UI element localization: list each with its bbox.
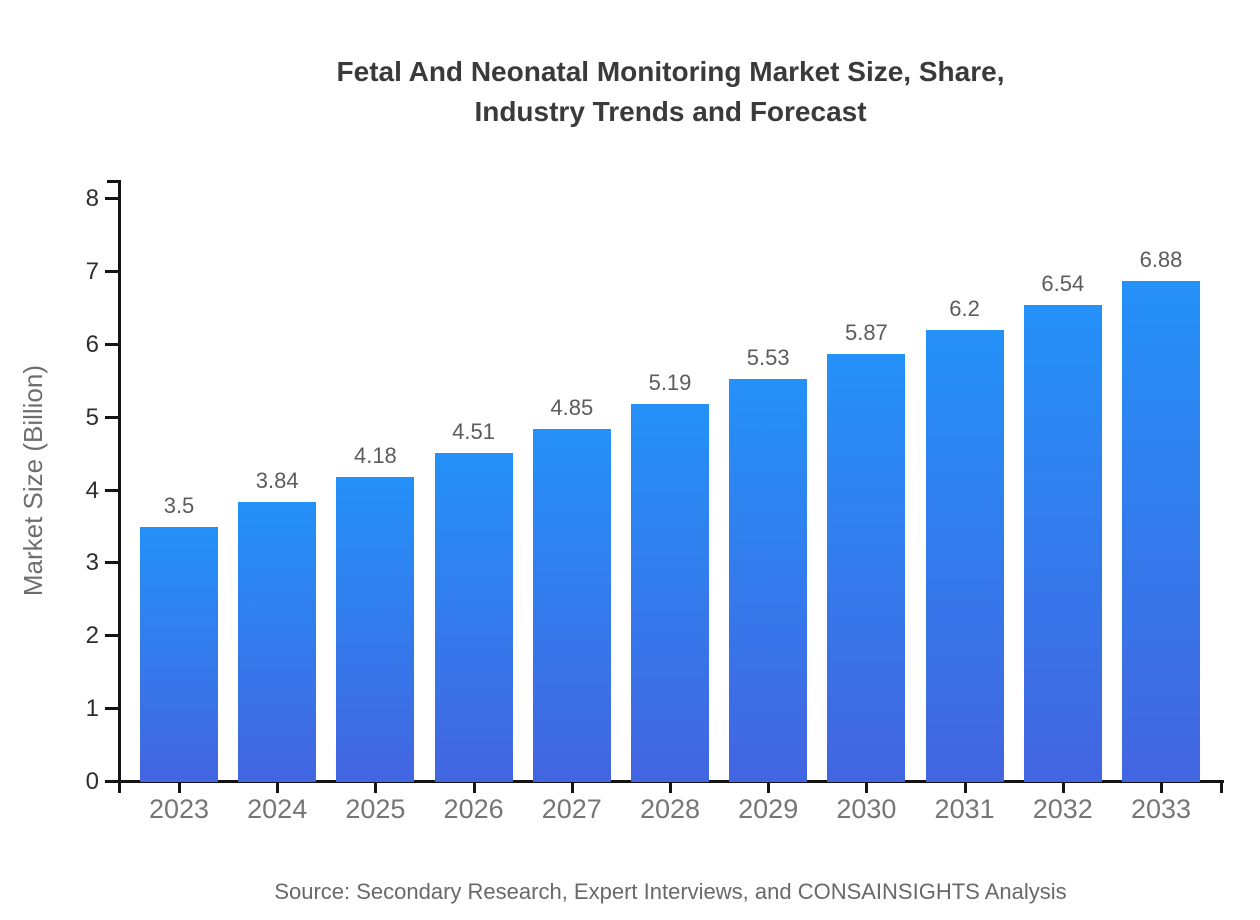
y-tick (105, 780, 119, 783)
y-tick-label: 0 (85, 768, 99, 795)
y-tick (105, 707, 119, 711)
bar-2026 (434, 453, 513, 782)
x-category-label: 2031 (934, 794, 995, 824)
x-tick (472, 782, 476, 793)
x-category-label: 2029 (738, 794, 799, 824)
y-tick-label: 6 (85, 330, 99, 358)
bar-value-label: 6.54 (1041, 271, 1085, 297)
x-category-label: 2027 (541, 794, 602, 824)
x-tick (1160, 782, 1163, 793)
chart-title: Fetal And Neonatal Monitoring Market Siz… (119, 52, 1222, 132)
bar-value-label: 4.85 (550, 394, 594, 420)
y-tick (105, 634, 119, 638)
y-tick-label: 8 (85, 185, 99, 212)
bar-2029 (729, 379, 808, 782)
x-axis-end-cap (1220, 780, 1223, 793)
bar-2030 (827, 354, 906, 782)
bar-value-label: 4.18 (353, 443, 397, 469)
x-category-label: 2033 (1130, 794, 1192, 824)
x-tick (276, 782, 280, 793)
x-tick (1061, 782, 1065, 793)
y-tick-label: 5 (85, 403, 99, 431)
x-category-label: 2028 (639, 794, 701, 824)
bar-value-label: 6.88 (1139, 246, 1183, 272)
x-category-label: 2023 (148, 794, 210, 824)
bar-2031 (925, 330, 1004, 782)
x-category-label: 2024 (247, 794, 308, 824)
y-tick-label: 1 (85, 695, 99, 723)
bar-value-label: 5.87 (844, 320, 888, 346)
x-tick (178, 782, 181, 793)
bar-value-label: 6.2 (949, 296, 980, 322)
bar-value-label: 5.19 (648, 369, 692, 395)
bar-value-label: 3.84 (255, 468, 299, 494)
x-tick (669, 782, 672, 793)
x-tick (570, 782, 574, 793)
y-tick (105, 342, 119, 346)
x-tick (865, 782, 869, 793)
bar-value-label: 4.51 (452, 419, 495, 445)
y-axis-end-cap (107, 180, 118, 183)
x-category-label: 2030 (836, 794, 897, 824)
x-tick (767, 782, 771, 793)
bar-2023 (140, 526, 218, 782)
x-category-label: 2032 (1032, 794, 1093, 824)
x-tick (374, 782, 378, 793)
bar-value-label: 5.53 (746, 345, 790, 370)
y-tick (105, 415, 119, 419)
y-tick-label: 4 (85, 476, 99, 504)
x-category-label: 2026 (443, 794, 504, 824)
y-tick (105, 561, 119, 565)
bar-2033 (1122, 280, 1200, 782)
y-tick-label: 2 (85, 622, 99, 650)
chart-title-line2: Industry Trends and Forecast (474, 96, 867, 127)
y-tick (105, 269, 119, 273)
y-tick-label: 3 (85, 549, 99, 577)
y-tick-label: 7 (85, 257, 99, 285)
x-tick (963, 782, 967, 793)
bar-2032 (1023, 305, 1102, 782)
source-caption: Source: Secondary Research, Expert Inter… (274, 879, 1067, 904)
y-axis-line (118, 180, 121, 793)
x-category-label: 2025 (345, 794, 406, 824)
bar-2027 (532, 428, 611, 782)
chart-title-line1: Fetal And Neonatal Monitoring Market Siz… (336, 56, 1005, 87)
bar-2028 (631, 403, 709, 782)
bar-value-label: 3.5 (163, 492, 195, 518)
y-tick (105, 488, 119, 492)
bar-2024 (238, 502, 317, 782)
y-tick (105, 197, 119, 200)
bar-2025 (336, 477, 415, 782)
